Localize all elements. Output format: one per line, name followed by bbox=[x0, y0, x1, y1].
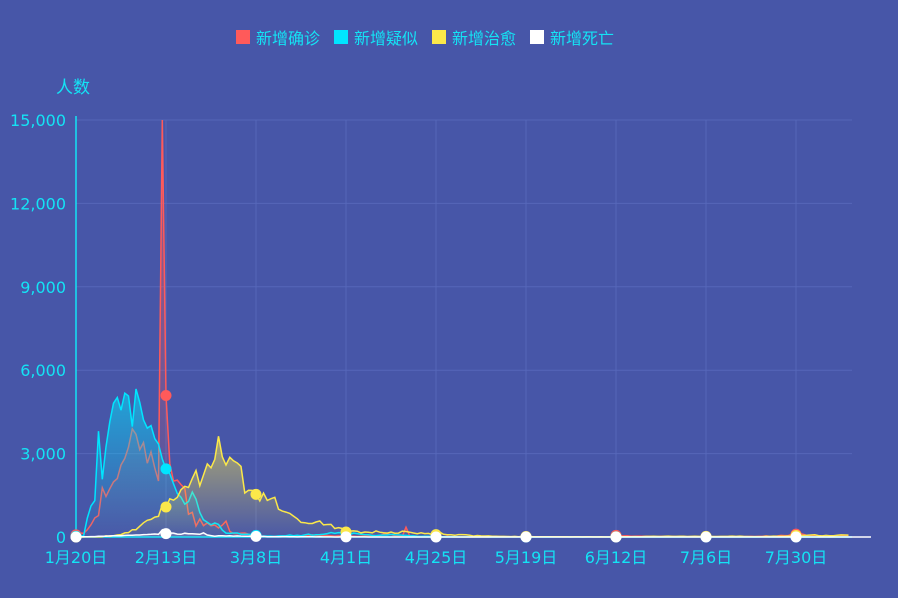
data-point bbox=[790, 531, 802, 543]
y-tick-label: 3,000 bbox=[20, 445, 66, 464]
legend-swatch-icon bbox=[334, 30, 349, 44]
x-tick-label: 4月1日 bbox=[320, 548, 372, 567]
x-tick-label: 4月25日 bbox=[405, 548, 468, 567]
series-area bbox=[76, 436, 849, 537]
data-point bbox=[250, 488, 262, 500]
legend-swatch-icon bbox=[432, 30, 447, 44]
y-tick-label: 15,000 bbox=[10, 111, 66, 130]
data-point bbox=[160, 528, 172, 540]
x-tick-label: 7月30日 bbox=[765, 548, 828, 567]
legend-item-deaths[interactable]: 新增死亡 bbox=[530, 25, 614, 49]
legend-label: 新增死亡 bbox=[550, 29, 615, 48]
series-area bbox=[76, 529, 871, 537]
y-axis-label: 人数 bbox=[56, 78, 90, 98]
x-tick-label: 1月20日 bbox=[45, 548, 108, 567]
data-point bbox=[340, 531, 352, 543]
legend-item-cured[interactable]: 新增治愈 bbox=[432, 25, 516, 49]
data-point bbox=[160, 463, 172, 475]
data-point bbox=[520, 531, 532, 543]
legend-item-suspected[interactable]: 新增疑似 bbox=[334, 25, 418, 49]
data-point bbox=[160, 501, 172, 513]
legend-label: 新增治愈 bbox=[452, 29, 517, 48]
legend: 新增确诊 新增疑似 新增治愈 新增死亡 bbox=[236, 25, 614, 49]
data-point bbox=[700, 531, 712, 543]
y-tick-label: 0 bbox=[56, 528, 66, 547]
series-line bbox=[75, 119, 849, 538]
data-point bbox=[430, 531, 442, 543]
x-tick-label: 5月19日 bbox=[495, 548, 558, 567]
x-tick-label: 7月6日 bbox=[680, 548, 732, 567]
y-tick-label: 9,000 bbox=[20, 278, 66, 297]
data-point bbox=[250, 530, 262, 542]
series-line bbox=[75, 528, 871, 538]
legend-label: 新增疑似 bbox=[354, 29, 419, 48]
x-tick-label: 2月13日 bbox=[135, 548, 198, 567]
legend-item-confirmed[interactable]: 新增确诊 bbox=[236, 25, 320, 49]
y-tick-label: 12,000 bbox=[10, 194, 66, 213]
data-point bbox=[610, 531, 622, 543]
series-area bbox=[76, 120, 849, 537]
data-point bbox=[160, 389, 172, 401]
y-tick-label: 6,000 bbox=[20, 361, 66, 380]
legend-label: 新增确诊 bbox=[256, 29, 321, 48]
legend-swatch-icon bbox=[236, 30, 250, 44]
x-tick-label: 6月12日 bbox=[585, 548, 648, 567]
legend-swatch-icon bbox=[530, 30, 545, 44]
x-tick-label: 3月8日 bbox=[230, 548, 282, 567]
data-point bbox=[70, 531, 82, 543]
